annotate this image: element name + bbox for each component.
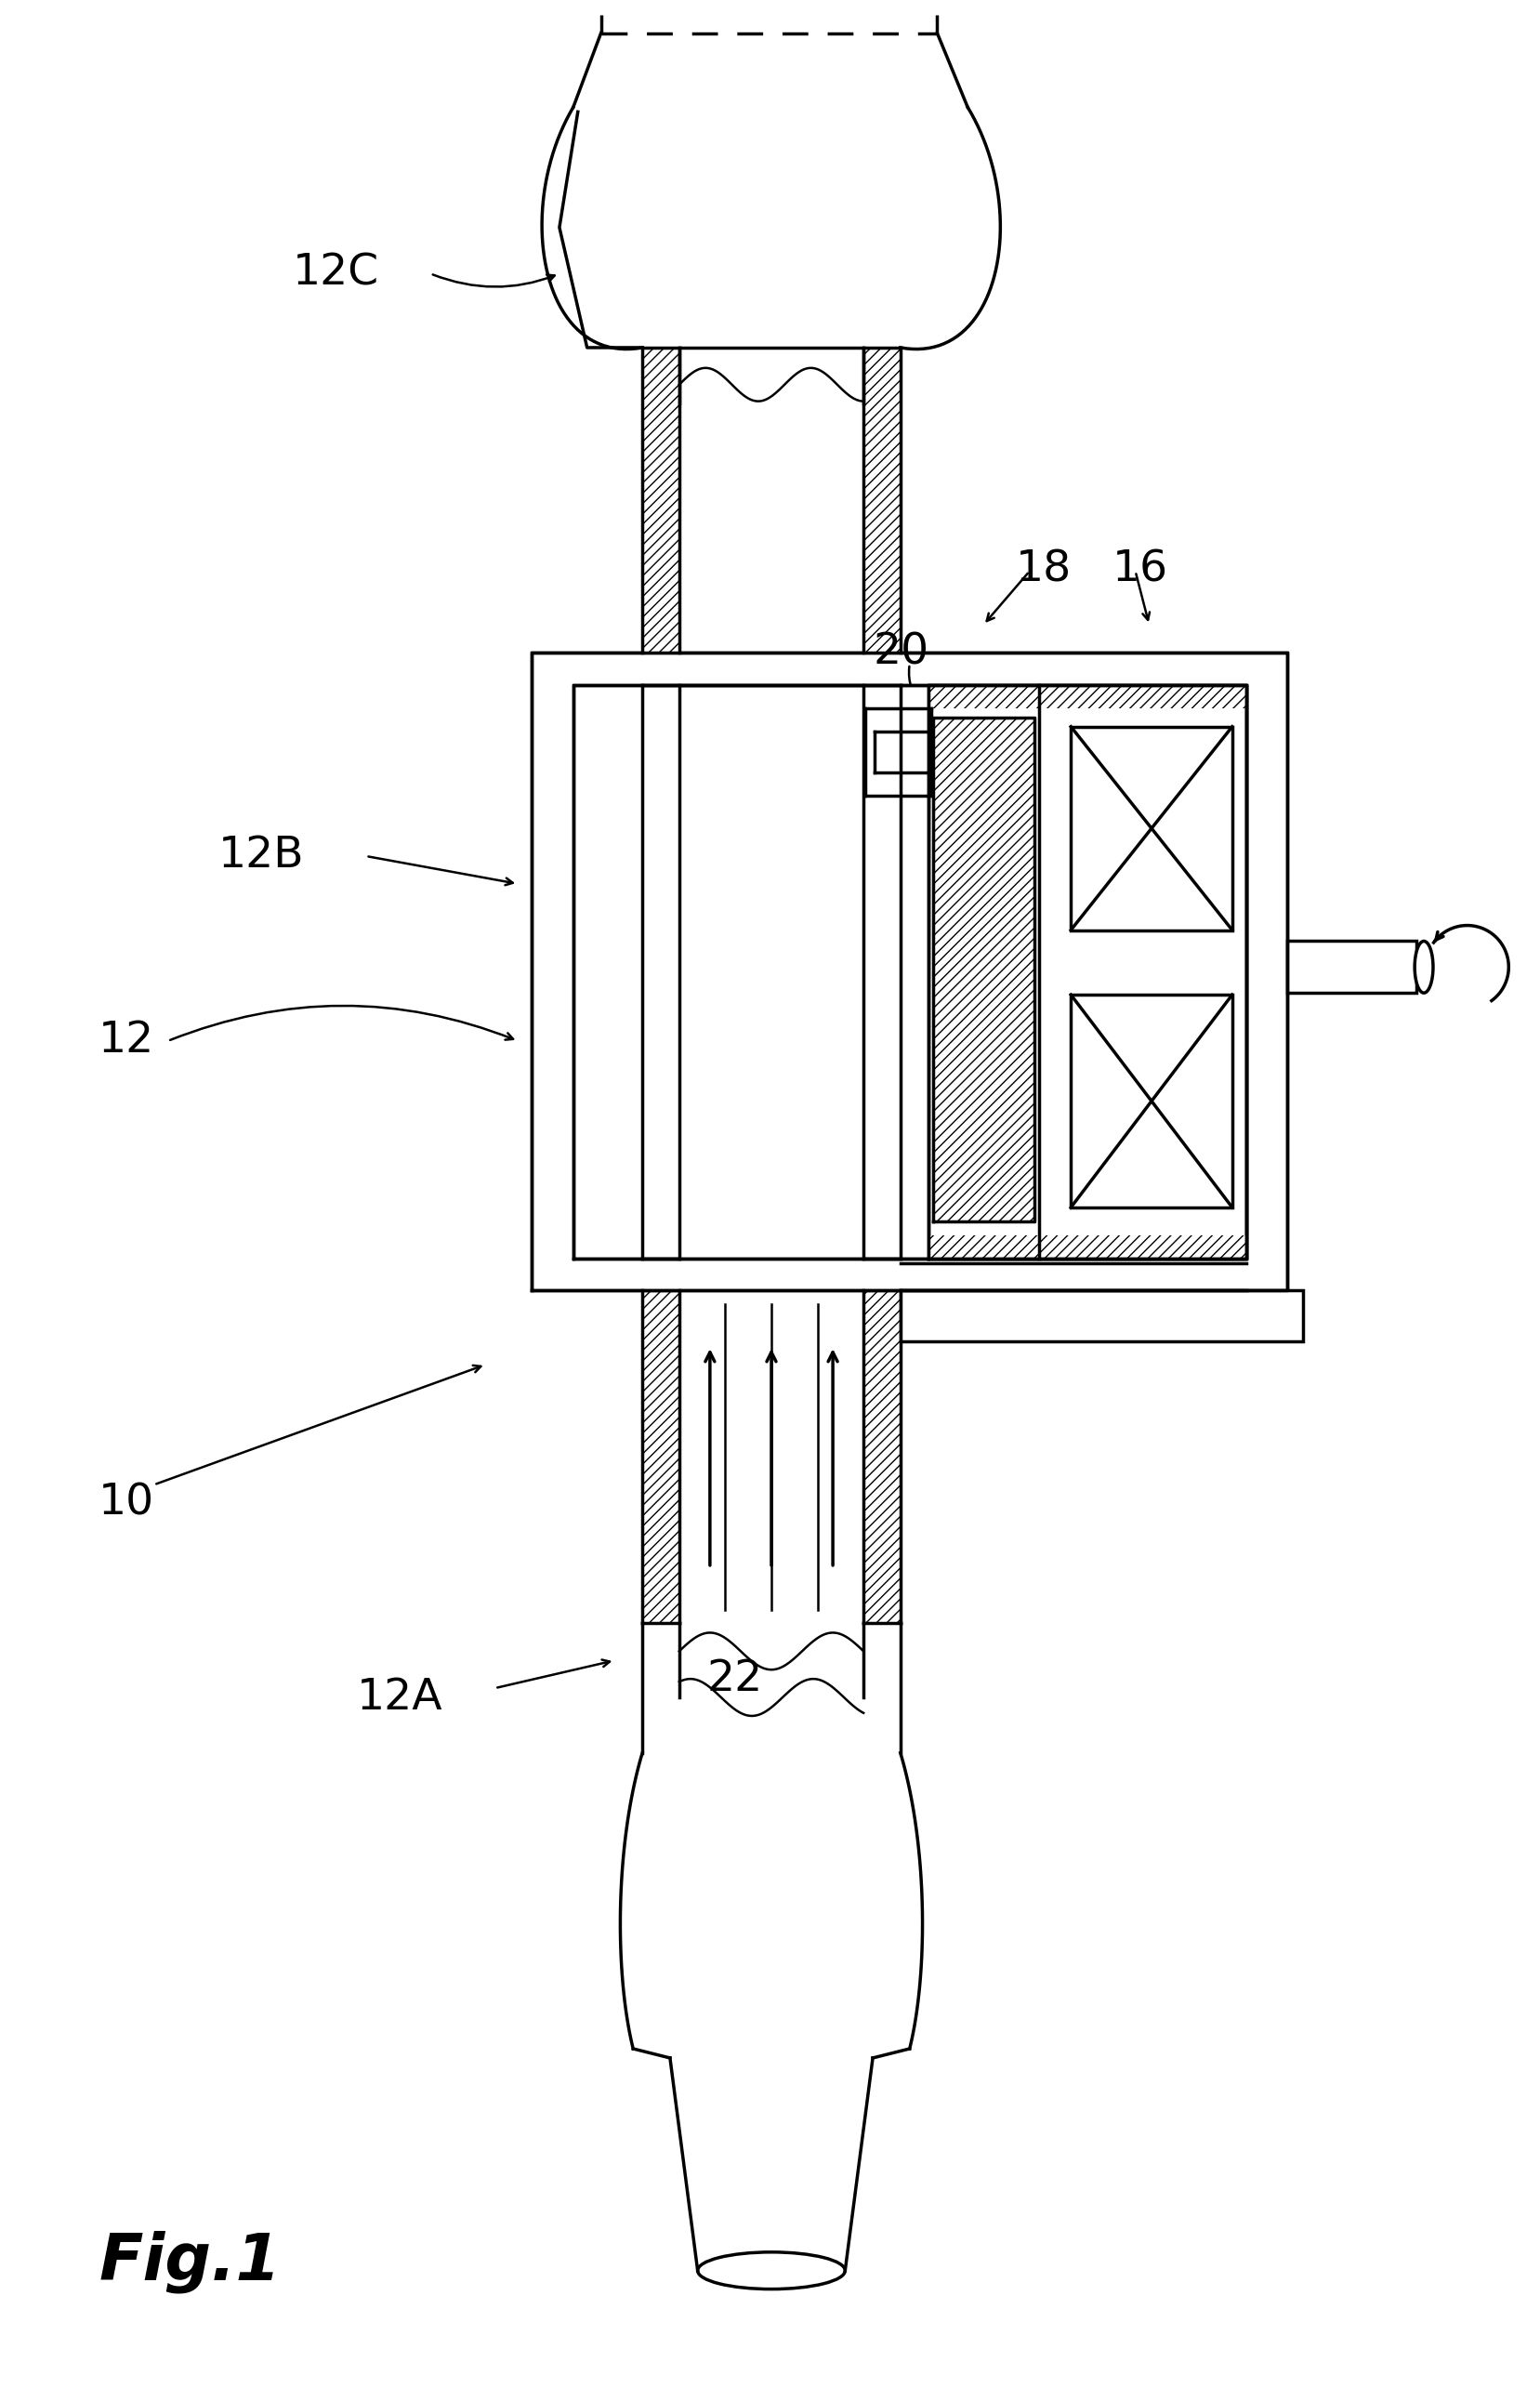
Bar [862, 685, 899, 1258]
Text: 22: 22 [707, 1657, 762, 1700]
Ellipse shape [698, 2252, 844, 2290]
Bar [899, 1290, 1303, 1342]
Bar [862, 349, 899, 652]
Text: 18: 18 [1015, 549, 1070, 590]
Bar [927, 1235, 1246, 1258]
Bar [1070, 996, 1232, 1208]
Bar [1246, 652, 1287, 1290]
Text: 12C: 12C [293, 253, 379, 294]
Bar [642, 1290, 679, 1624]
Text: 16: 16 [1112, 549, 1167, 590]
Bar [927, 685, 1246, 1258]
Bar [642, 685, 679, 1258]
Bar [531, 652, 1287, 1290]
Text: 10: 10 [99, 1483, 154, 1524]
Text: 20: 20 [872, 633, 929, 673]
Bar [899, 1290, 1303, 1342]
Bar [1070, 726, 1232, 929]
Bar [573, 1258, 1246, 1290]
Bar [862, 1290, 899, 1624]
Text: 12B: 12B [219, 836, 305, 876]
Bar [927, 685, 1246, 709]
Text: 12A: 12A [356, 1676, 442, 1719]
Text: 14: 14 [679, 993, 735, 1034]
Text: 12: 12 [99, 1020, 154, 1063]
Bar [1287, 941, 1415, 993]
Bar [642, 349, 679, 652]
Bar [932, 716, 1033, 1220]
Bar [573, 652, 1246, 685]
Bar [573, 685, 1246, 1258]
Text: Fig.1: Fig.1 [99, 2230, 280, 2292]
Bar [531, 652, 573, 1290]
Ellipse shape [1414, 941, 1432, 993]
